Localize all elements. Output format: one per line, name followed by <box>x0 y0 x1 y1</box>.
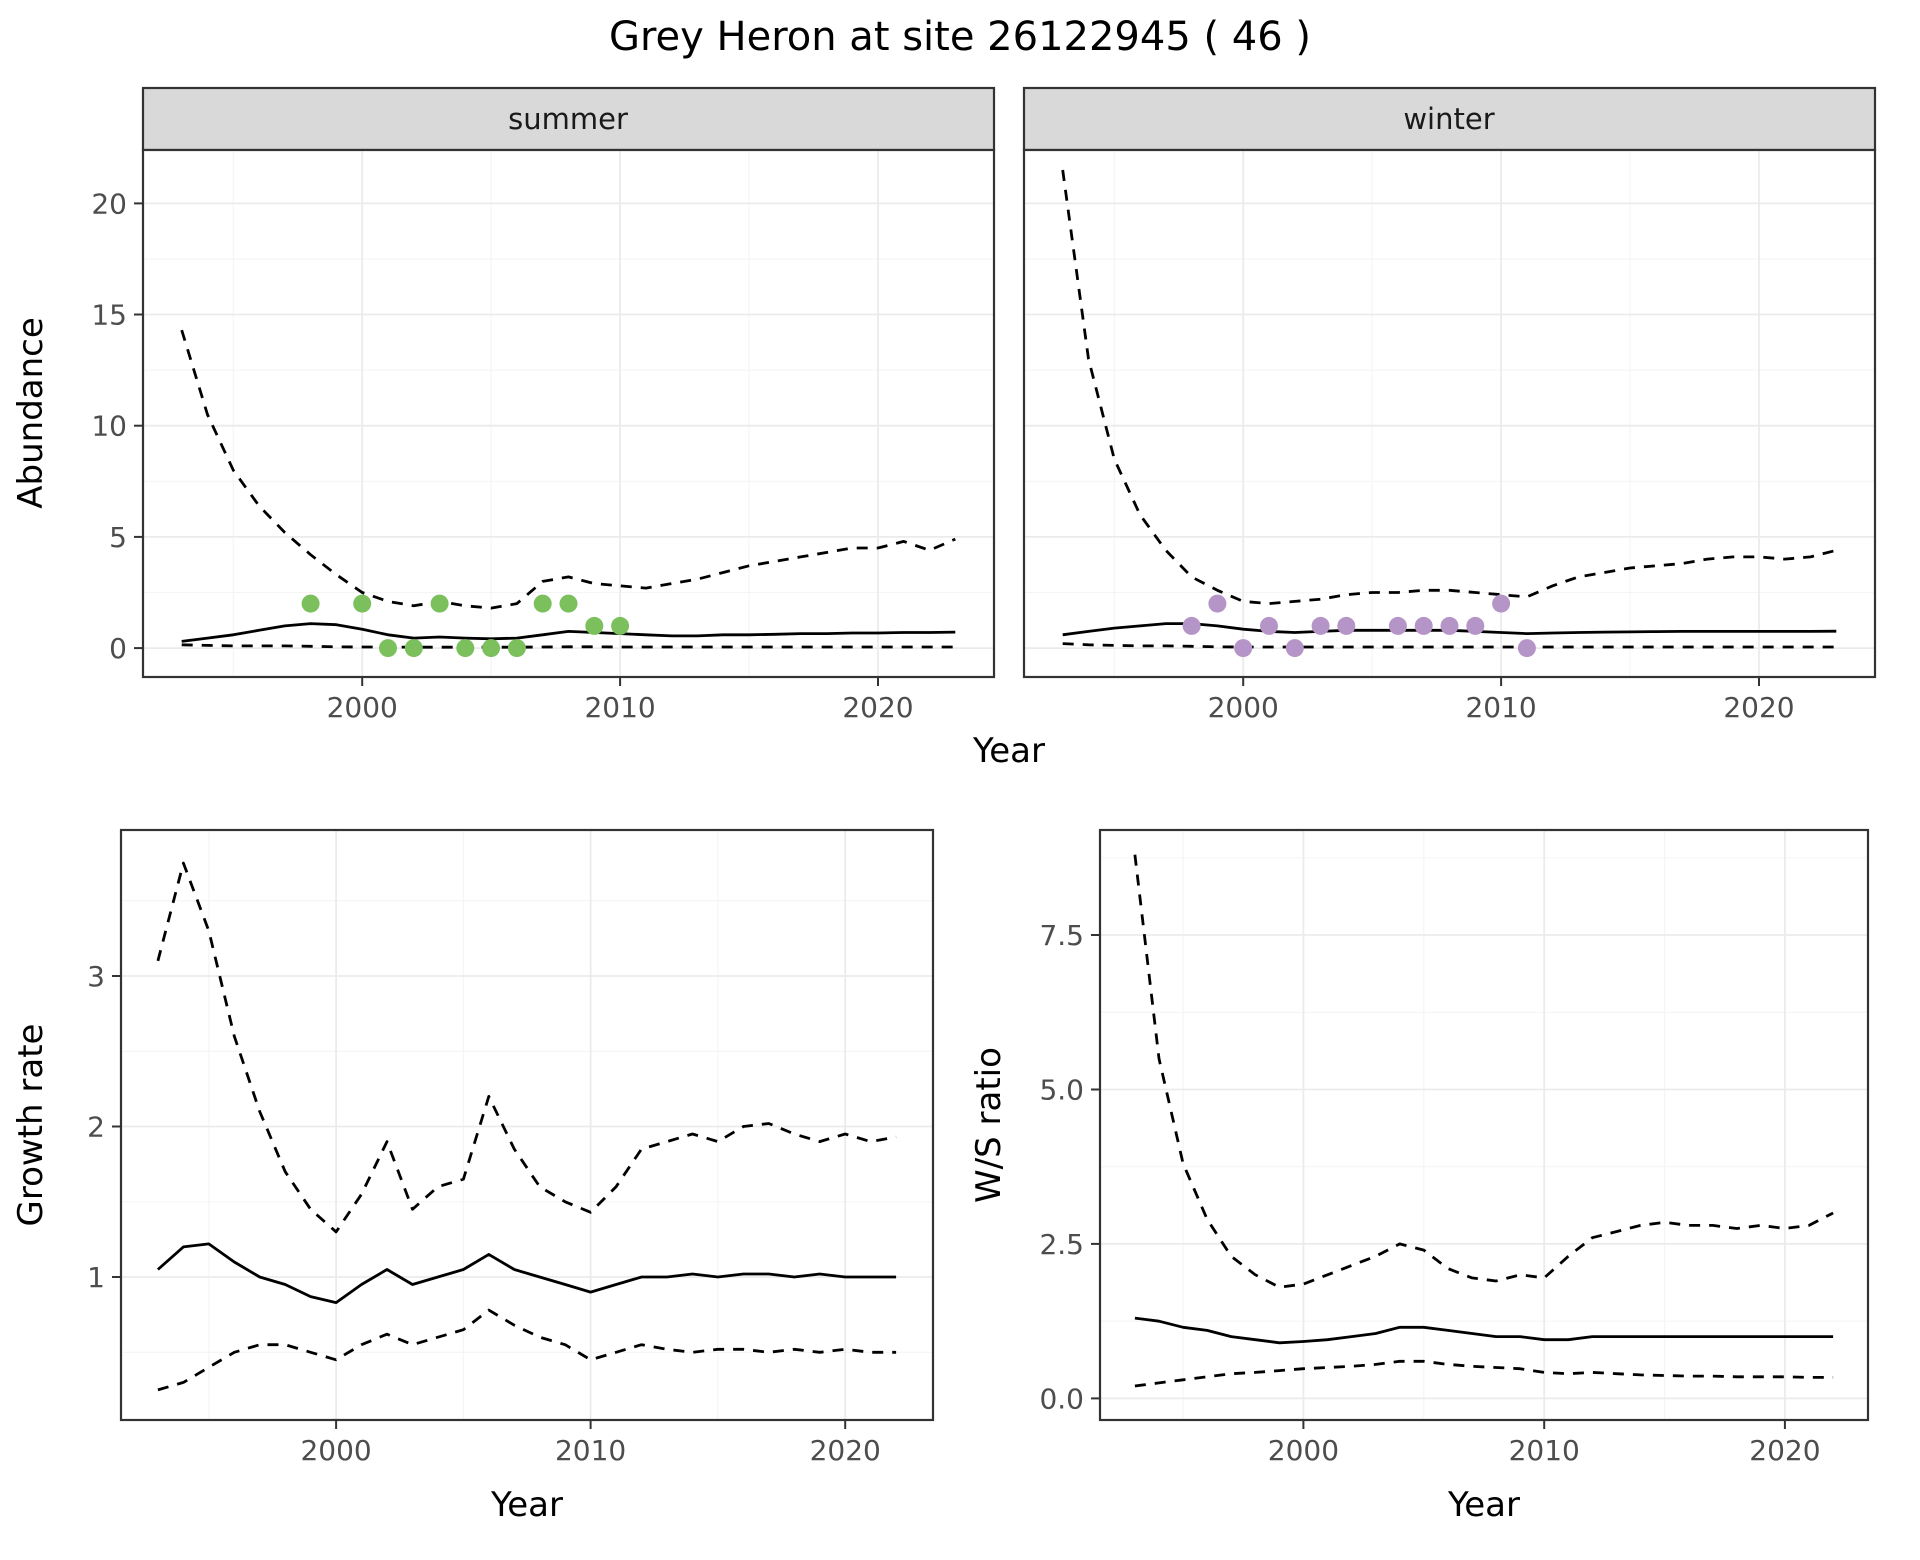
y-tick-label: 2.5 <box>1039 1228 1084 1261</box>
x-tick-label: 2010 <box>555 1434 626 1467</box>
y-tick-label: 0.0 <box>1039 1382 1084 1415</box>
x-tick-label: 2000 <box>300 1434 371 1467</box>
y-tick-label: 5.0 <box>1039 1074 1084 1107</box>
series-upper_95ci <box>1133 854 1834 1289</box>
observation-point <box>507 639 526 658</box>
series-lower_95ci <box>1062 642 1837 649</box>
panels-layer: 2000 2010 2020 0 5 10 15 20 2000 2010 2020 2000 2010… <box>87 148 1877 1467</box>
facet-strip-winter <box>1022 86 1877 152</box>
panel-border <box>1098 828 1870 1422</box>
x-tick-label: 2020 <box>842 691 913 724</box>
y-axis-title-ws: W/S ratio <box>969 1047 1009 1203</box>
panel-border <box>119 828 935 1422</box>
y-axis-title-growth: Growth rate <box>11 1024 51 1227</box>
panel-background <box>1024 150 1875 677</box>
series-upper_95ci <box>1061 169 1837 605</box>
observation-point <box>353 594 372 613</box>
x-axis-title-growth: Year <box>490 1485 563 1525</box>
chart-title: Grey Heron at site 26122945 ( 46 ) <box>609 14 1311 60</box>
y-axis-title-abundance: Abundance <box>11 317 51 509</box>
observation-point <box>1466 616 1485 635</box>
observation-point <box>379 639 397 658</box>
panel-abundance_winter: 2000 2010 2020 <box>1022 148 1877 724</box>
series-upper_95ci <box>180 329 956 610</box>
panel-ws_ratio: 2000 2010 2020 0.0 2.5 5.0 7.5 <box>1039 828 1870 1467</box>
observation-point <box>1182 616 1201 635</box>
y-tick-label: 10 <box>91 410 127 443</box>
panel-abundance_summer: 2000 2010 2020 0 5 10 15 20 <box>91 148 996 724</box>
observation-point <box>430 594 449 613</box>
x-tick-label: 2010 <box>584 691 655 724</box>
facet-strip-label-summer: summer <box>508 102 628 136</box>
panel-border <box>1022 148 1877 679</box>
observation-point <box>1234 639 1253 658</box>
observation-point <box>482 639 501 658</box>
y-tick-label: 20 <box>91 187 127 220</box>
observation-point <box>533 594 552 613</box>
observation-point <box>1517 639 1536 658</box>
observation-point <box>1492 594 1511 613</box>
series-estimate <box>1134 1316 1834 1345</box>
x-tick-label: 2000 <box>327 691 398 724</box>
x-tick-label: 2010 <box>1465 691 1536 724</box>
x-tick-label: 2020 <box>1723 691 1794 724</box>
facet-strip-label-winter: winter <box>1403 102 1494 136</box>
observation-point <box>1285 639 1304 658</box>
x-tick-label: 2020 <box>1749 1434 1820 1467</box>
x-tick-label: 2010 <box>1509 1434 1580 1467</box>
observation-point <box>301 594 320 613</box>
series-lower_95ci <box>1134 1359 1834 1388</box>
x-tick-label: 2000 <box>1268 1434 1339 1467</box>
panel-growth_rate: 2000 2010 2020 1 2 3 <box>87 828 935 1467</box>
y-tick-label: 1 <box>87 1261 105 1294</box>
x-tick-label: 2000 <box>1208 691 1279 724</box>
series-upper_95ci <box>156 861 897 1234</box>
observation-point <box>1440 616 1459 635</box>
series-lower_95ci <box>181 643 956 649</box>
observation-point <box>1337 616 1356 635</box>
panel-border <box>141 148 996 679</box>
observation-point <box>559 594 578 613</box>
observation-point <box>1388 616 1407 635</box>
observation-point <box>456 639 475 658</box>
y-tick-label: 5 <box>109 521 127 554</box>
observation-point <box>585 616 604 635</box>
observation-point <box>1260 616 1278 635</box>
observation-point <box>1311 616 1330 635</box>
y-tick-label: 3 <box>87 960 105 993</box>
panel-background <box>121 830 933 1420</box>
observation-point <box>1414 616 1433 635</box>
series-lower_95ci <box>157 1308 897 1392</box>
x-tick-label: 2020 <box>810 1434 881 1467</box>
series-estimate <box>156 1242 897 1304</box>
facet-strip-summer <box>141 86 996 152</box>
y-tick-label: 15 <box>91 299 127 332</box>
x-axis-title-ws: Year <box>1447 1485 1520 1525</box>
y-tick-label: 0 <box>109 632 127 665</box>
panel-background <box>143 150 994 677</box>
series-estimate <box>181 622 956 643</box>
observation-point <box>1208 594 1227 613</box>
x-axis-title-top: Year <box>972 731 1045 771</box>
y-tick-label: 7.5 <box>1039 919 1084 952</box>
y-tick-label: 2 <box>87 1111 105 1144</box>
observation-point <box>404 639 423 658</box>
observation-point <box>611 616 630 635</box>
